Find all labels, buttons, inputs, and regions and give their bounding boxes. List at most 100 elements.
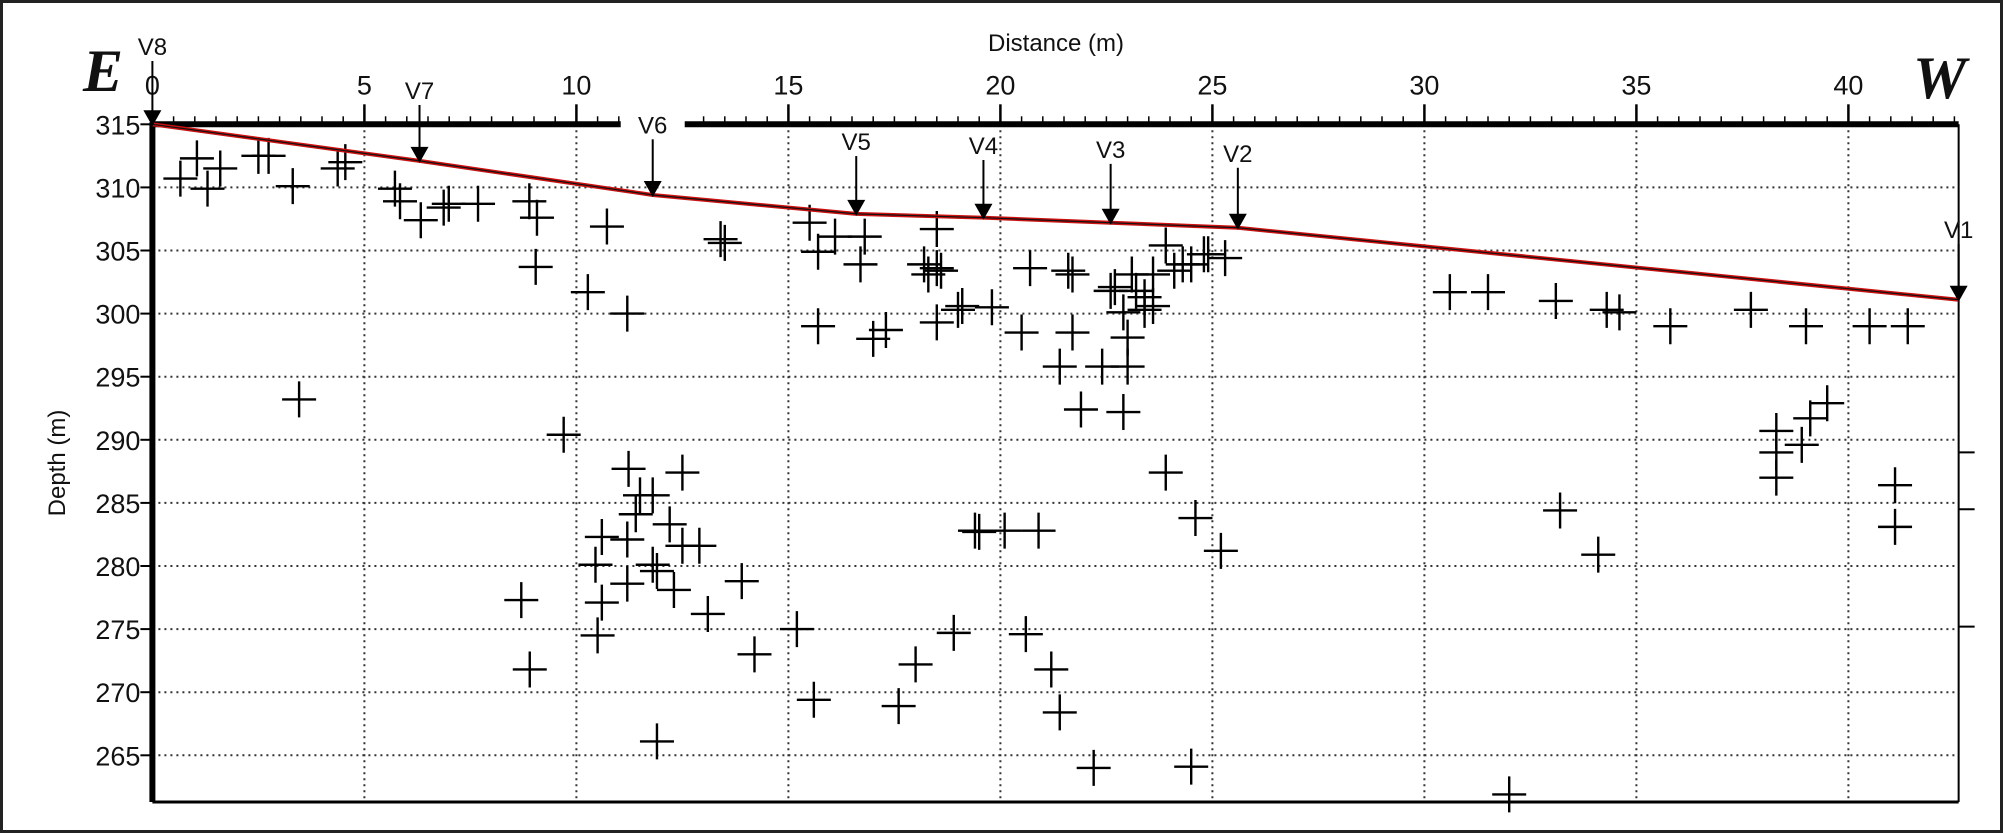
data-point — [703, 221, 738, 258]
data-point — [682, 527, 717, 564]
data-point — [519, 199, 554, 236]
data-point — [941, 291, 975, 328]
data-point — [512, 651, 547, 688]
data-point — [1119, 272, 1154, 309]
data-point — [1543, 492, 1578, 529]
data-point — [618, 496, 653, 533]
data-point — [635, 546, 670, 583]
axis-break — [620, 110, 685, 139]
data-point — [690, 595, 725, 632]
data-point — [461, 185, 496, 222]
y-tick-label: 265 — [95, 741, 140, 771]
data-point — [919, 304, 954, 341]
data-point — [1878, 467, 1913, 504]
data-point — [1136, 288, 1171, 325]
station-label: V6 — [638, 112, 667, 139]
data-point — [957, 512, 992, 549]
data-point — [403, 202, 438, 239]
station-arrow-head — [974, 203, 993, 220]
data-point — [898, 646, 933, 683]
data-point — [801, 308, 836, 345]
data-point — [1106, 294, 1141, 331]
station-arrow-head — [1949, 285, 1968, 302]
data-point — [656, 571, 691, 608]
data-point — [610, 295, 645, 332]
data-point — [570, 274, 605, 311]
data-point — [584, 584, 619, 621]
data-point — [779, 611, 814, 648]
station-label: V5 — [842, 129, 871, 156]
data-point — [610, 565, 645, 602]
data-point — [707, 224, 742, 261]
data-point — [1148, 454, 1183, 491]
data-point — [203, 150, 238, 187]
data-point — [924, 252, 959, 289]
data-point — [881, 688, 916, 725]
data-point — [578, 546, 613, 583]
data-point — [1106, 394, 1141, 431]
x-tick-label: 35 — [1621, 70, 1651, 100]
x-axis-label: Distance (m) — [988, 30, 1124, 57]
data-point — [639, 723, 674, 760]
data-point — [868, 312, 903, 349]
data-point — [163, 160, 198, 197]
data-point — [1055, 314, 1090, 351]
station-label: V3 — [1096, 137, 1125, 164]
data-point — [801, 233, 836, 270]
data-point — [320, 150, 355, 187]
y-tick-label: 285 — [95, 489, 140, 519]
data-point — [1810, 385, 1845, 422]
data-point — [907, 246, 942, 283]
station-arrow-head — [143, 110, 162, 127]
data-point — [1042, 348, 1077, 385]
station-label: V1 — [1944, 217, 1973, 244]
data-point — [1890, 308, 1925, 345]
data-point — [652, 506, 687, 543]
depth-distance-chart: 0510152025303540265270275280285290295300… — [44, 30, 1975, 813]
data-point — [1063, 391, 1098, 428]
data-point — [584, 518, 619, 555]
data-point — [936, 614, 971, 651]
station-arrow-head — [847, 199, 866, 216]
data-point — [1127, 291, 1162, 328]
data-point — [1432, 274, 1467, 311]
y-axis-label: Depth (m) — [44, 410, 71, 517]
data-point — [974, 289, 1009, 326]
tick-labels: 0510152025303540265270275280285290295300… — [95, 70, 1863, 771]
data-point — [589, 208, 624, 245]
x-tick-label: 40 — [1833, 70, 1863, 100]
data-point — [426, 189, 461, 226]
data-point — [1157, 252, 1192, 289]
data-point — [737, 636, 772, 673]
axes — [149, 104, 1975, 804]
data-point — [1878, 508, 1913, 545]
data-point — [1110, 319, 1145, 356]
scatter-points — [163, 137, 1925, 813]
data-point — [1178, 500, 1213, 537]
data-point — [724, 563, 759, 600]
data-point — [1076, 749, 1111, 786]
data-point — [580, 617, 615, 654]
data-point — [1148, 227, 1183, 264]
data-point — [847, 218, 882, 255]
y-tick-label: 315 — [95, 110, 140, 140]
data-point — [796, 681, 831, 718]
data-point — [1208, 240, 1243, 277]
data-point — [1789, 308, 1823, 345]
data-point — [1191, 236, 1226, 273]
data-point — [1589, 291, 1624, 328]
x-tick-label: 30 — [1409, 70, 1439, 100]
data-point — [179, 140, 214, 177]
data-point — [431, 185, 466, 222]
data-point — [1653, 308, 1688, 345]
data-point — [1174, 748, 1209, 785]
data-point — [518, 248, 553, 285]
station-markers: V8 V7 V6 V5 V4 V3 V2 V1 — [138, 34, 1973, 302]
x-tick-label: 10 — [561, 70, 591, 100]
x-tick-label: 25 — [1197, 70, 1227, 100]
data-point — [1759, 459, 1794, 496]
data-point — [611, 450, 646, 487]
grid — [152, 124, 1959, 802]
station-arrow-head — [643, 180, 662, 197]
